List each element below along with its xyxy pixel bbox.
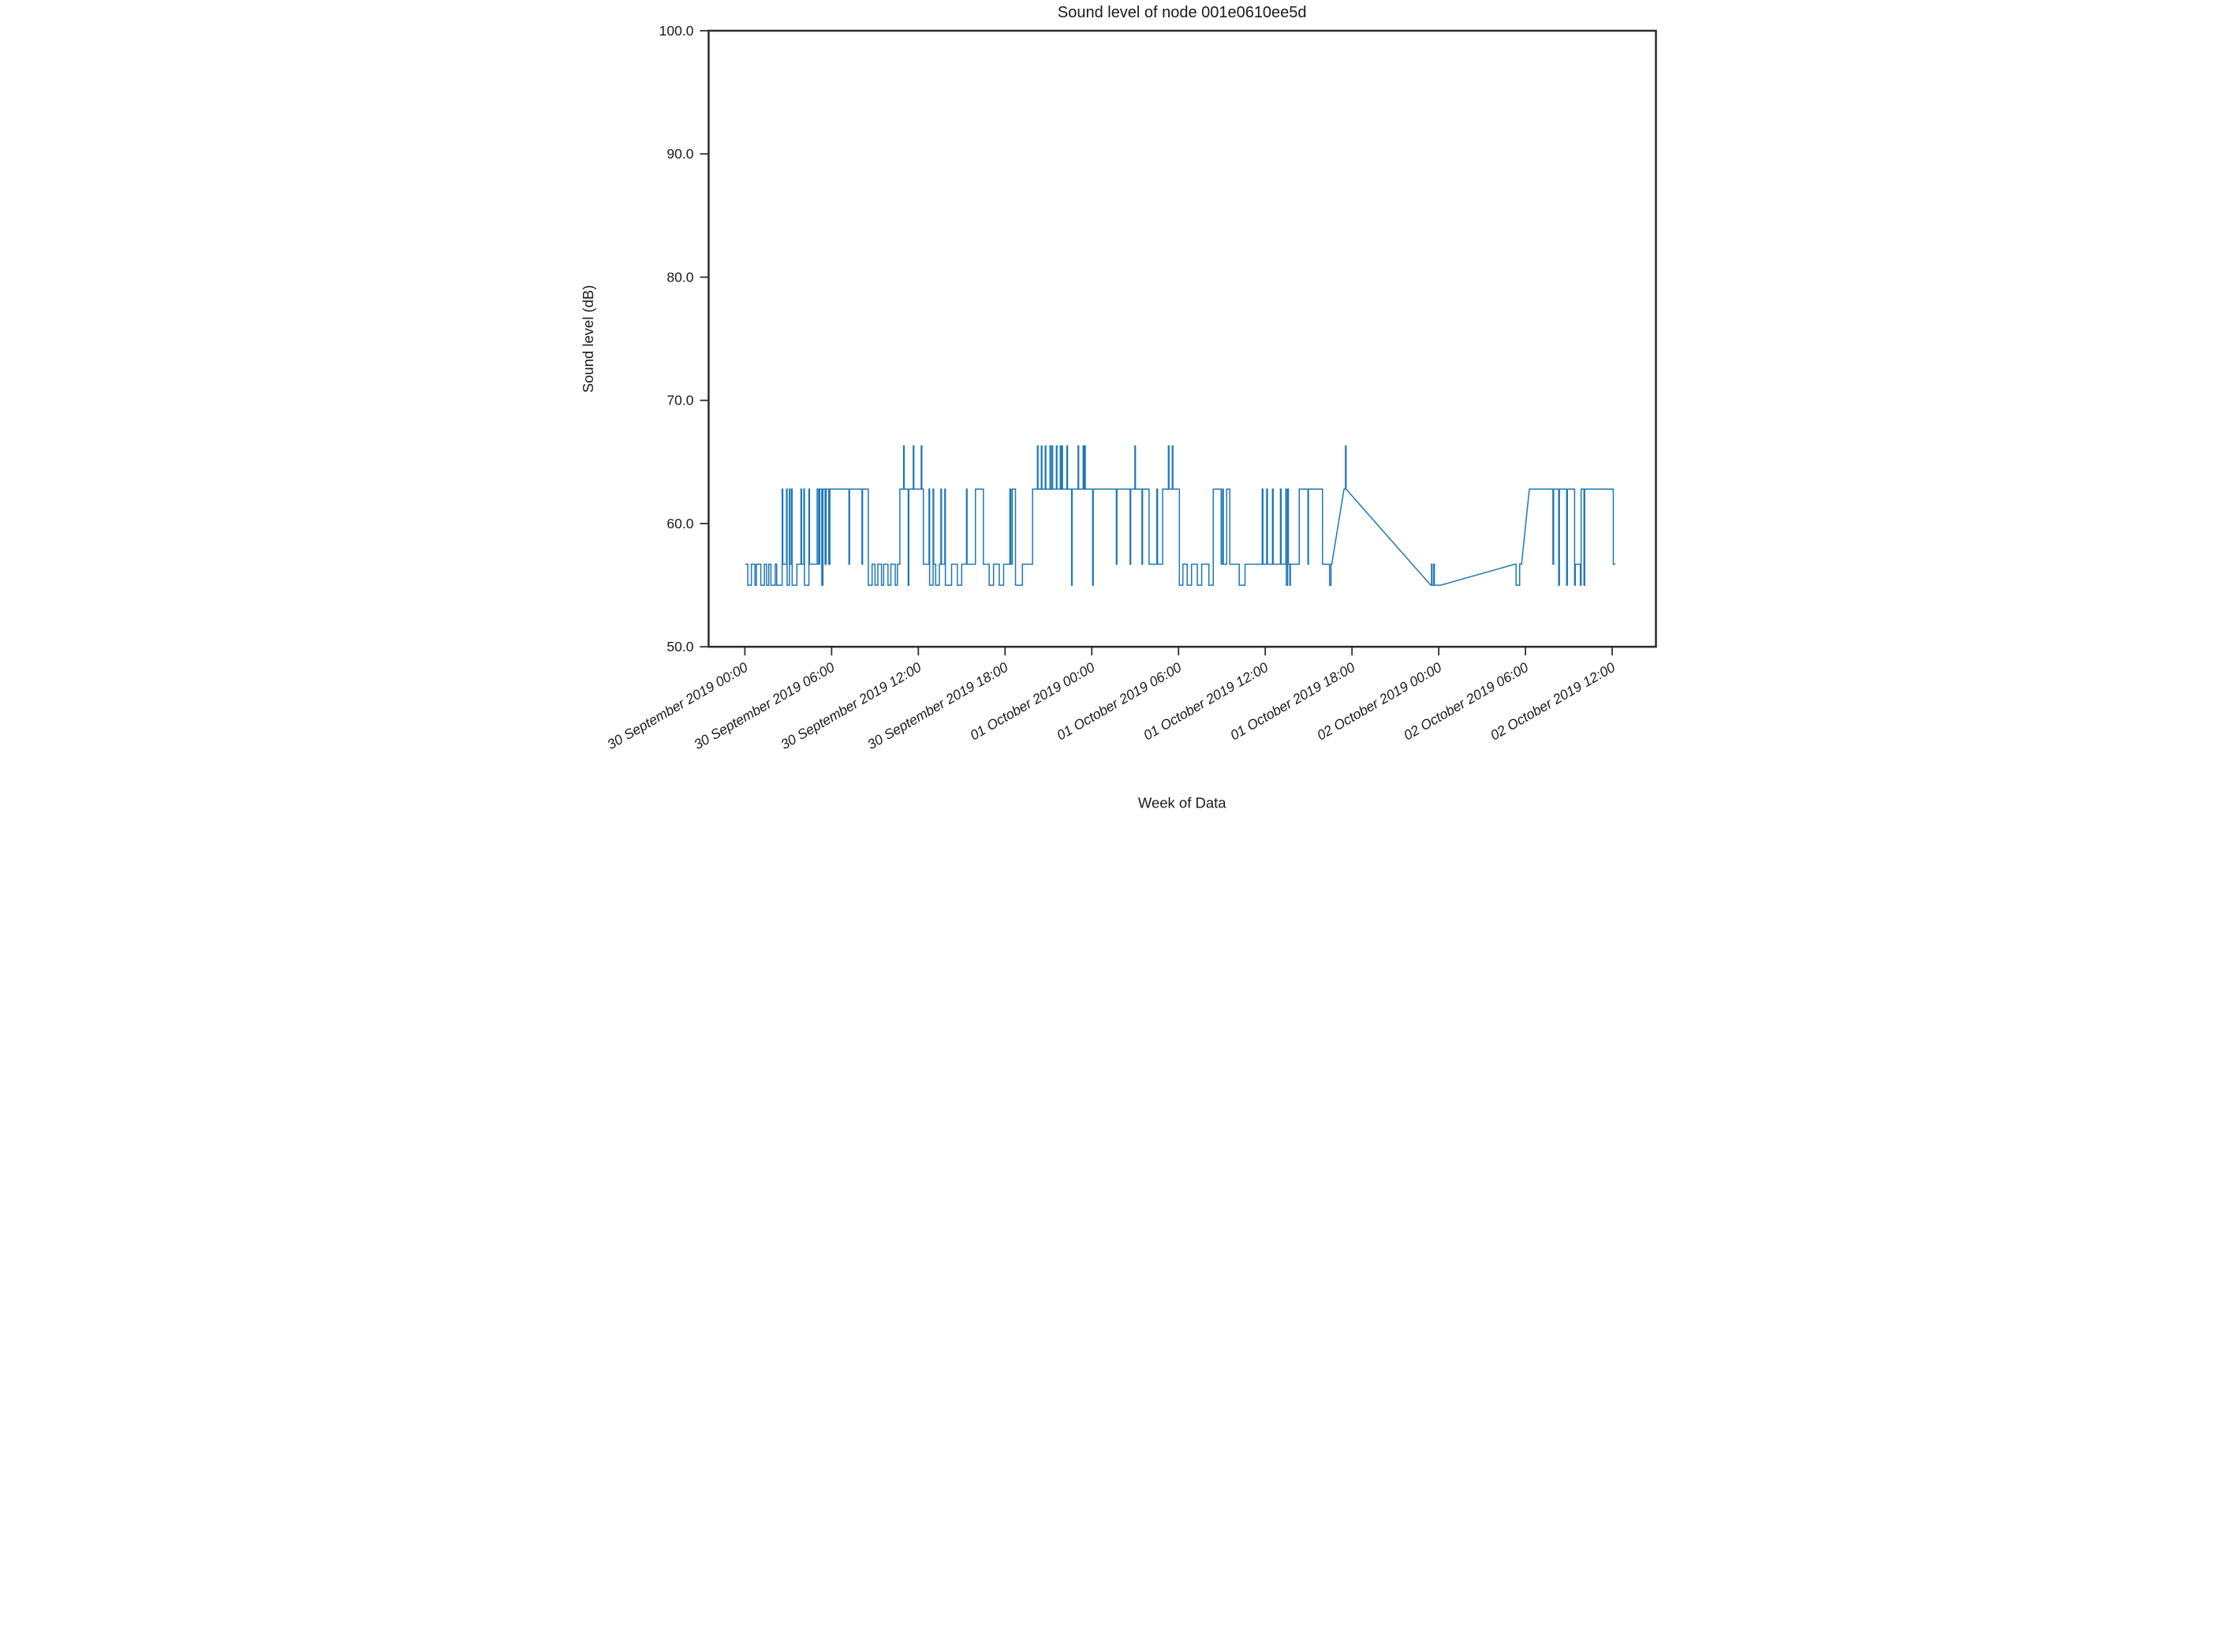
x-tick-label: 30 September 2019 18:00 [864,659,1010,753]
y-axis-ticks [699,30,708,648]
chart-title: Sound level of node 001e0610ee5d [1057,4,1306,21]
y-axis-tick-labels: 100.0 90.0 80.0 70.0 60.0 50.0 [659,23,693,654]
sound-level-chart: Sound level of node 001e0610ee5d Sound l… [556,0,1669,826]
x-tick-label: 30 September 2019 12:00 [778,659,924,753]
y-tick-label: 50.0 [666,639,693,654]
y-tick-label: 100.0 [659,23,693,39]
sound-level-line [745,445,1615,586]
y-tick-label: 60.0 [666,516,693,531]
plot-border [707,29,1657,648]
y-tick-label: 80.0 [666,269,693,285]
x-tick-label: 30 September 2019 00:00 [604,659,750,753]
figure-canvas: Sound level of node 001e0610ee5d Sound l… [556,0,1669,826]
y-tick-label: 90.0 [666,146,693,162]
y-tick-label: 70.0 [666,393,693,408]
y-axis-label: Sound level (dB) [579,285,595,393]
x-tick-label: 30 September 2019 06:00 [691,659,837,753]
x-axis-ticks [744,647,1613,656]
x-axis-label: Week of Data [1137,795,1226,811]
